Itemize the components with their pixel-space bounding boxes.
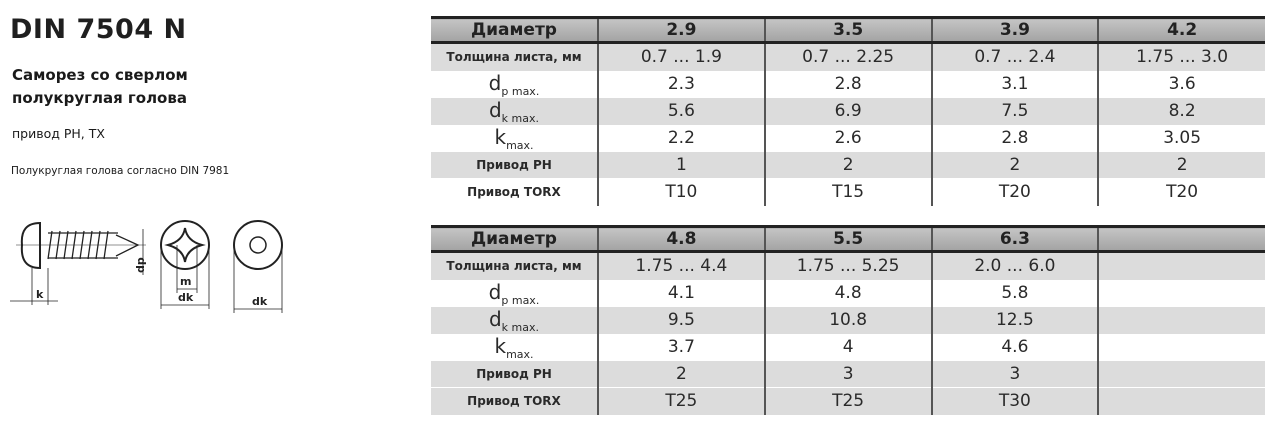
k-cell: 4 [763, 333, 932, 361]
row-label: Привод TORX [431, 178, 598, 206]
dp-cell: 3.1 [930, 70, 1099, 98]
row-label: dp max. [431, 70, 598, 98]
label-k: k [36, 288, 44, 301]
diameter-cell: 3.9 [930, 16, 1099, 44]
dk-cell: 12.5 [930, 306, 1099, 334]
diameter-cell: 3.5 [763, 16, 932, 44]
dp-cell: 3.6 [1097, 70, 1265, 98]
sheet-cell: 1.75 ... 5.25 [763, 251, 932, 280]
row-label: dk max. [431, 97, 598, 125]
k-cell: 2.8 [930, 124, 1099, 152]
ph-cell: 1 [597, 151, 765, 179]
screw-drawing: k dp m dk dk [10, 220, 283, 313]
torx-cell: T10 [597, 178, 765, 206]
diameter-cell: 4.8 [597, 225, 765, 253]
row-label: Привод PH [431, 360, 598, 388]
dk-cell [1097, 306, 1265, 334]
diameter-cell [1097, 225, 1265, 253]
dk-cell: 9.5 [597, 306, 765, 334]
dk-cell: 6.9 [763, 97, 932, 125]
label-dk: dk [178, 291, 194, 304]
k-cell: 2.6 [763, 124, 932, 152]
diameter-cell: 6.3 [930, 225, 1099, 253]
label-dk-torx: dk [252, 295, 268, 308]
dp-cell: 2.3 [597, 70, 765, 98]
page-title: DIN 7504 N [10, 14, 187, 45]
torx-cell: T15 [763, 178, 932, 206]
row-label: dp max. [431, 279, 598, 307]
sheet-cell: 0.7 ... 2.25 [763, 42, 932, 71]
k-cell: 4.6 [930, 333, 1099, 361]
row-label: Привод PH [431, 151, 598, 179]
spec-table-1: Диаметр 2.9 3.5 3.9 4.2 Толщина листа, мм 0.7… [431, 16, 1265, 206]
drive-types: привод PH, TX [12, 126, 105, 141]
row-label: Диаметр [431, 225, 598, 253]
diameter-cell: 5.5 [763, 225, 932, 253]
torx-cell: T25 [597, 387, 765, 415]
sheet-cell [1097, 251, 1265, 280]
row-label: kmax. [431, 124, 598, 152]
sheet-cell: 0.7 ... 1.9 [597, 42, 765, 71]
diameter-cell: 2.9 [597, 16, 765, 44]
ph-cell: 2 [930, 151, 1099, 179]
ph-cell [1097, 360, 1265, 388]
diameter-cell: 4.2 [1097, 16, 1265, 44]
ph-cell: 2 [763, 151, 932, 179]
ph-cell: 3 [930, 360, 1099, 388]
ph-cell: 2 [1097, 151, 1265, 179]
dp-cell: 4.8 [763, 279, 932, 307]
torx-cell [1097, 387, 1265, 415]
k-cell: 3.05 [1097, 124, 1265, 152]
row-label: Диаметр [431, 16, 598, 44]
sheet-cell: 1.75 ... 4.4 [597, 251, 765, 280]
row-label: Толщина листа, мм [431, 42, 598, 71]
dp-cell: 5.8 [930, 279, 1099, 307]
sheet-cell: 0.7 ... 2.4 [930, 42, 1099, 71]
dp-cell: 2.8 [763, 70, 932, 98]
dk-cell: 10.8 [763, 306, 932, 334]
dk-cell: 8.2 [1097, 97, 1265, 125]
row-label: Толщина листа, мм [431, 251, 598, 280]
torx-cell: T20 [930, 178, 1099, 206]
dp-cell [1097, 279, 1265, 307]
product-subtitle: Саморез со сверлом полукруглая голова [12, 66, 188, 107]
k-cell: 3.7 [597, 333, 765, 361]
row-label: Привод TORX [431, 387, 598, 415]
label-m: m [180, 275, 191, 288]
k-cell [1097, 333, 1265, 361]
sheet-cell: 2.0 ... 6.0 [930, 251, 1099, 280]
torx-cell: T20 [1097, 178, 1265, 206]
dp-cell: 4.1 [597, 279, 765, 307]
spec-table-2: Диаметр 4.8 5.5 6.3 Толщина листа, мм 1.75 .… [431, 225, 1265, 415]
row-label: kmax. [431, 333, 598, 361]
sheet-cell: 1.75 ... 3.0 [1097, 42, 1265, 71]
row-label: dk max. [431, 306, 598, 334]
k-cell: 2.2 [597, 124, 765, 152]
dk-cell: 7.5 [930, 97, 1099, 125]
ph-cell: 3 [763, 360, 932, 388]
head-note: Полукруглая голова согласно DIN 7981 [11, 165, 230, 177]
torx-cell: T30 [930, 387, 1099, 415]
dk-cell: 5.6 [597, 97, 765, 125]
ph-cell: 2 [597, 360, 765, 388]
torx-cell: T25 [763, 387, 932, 415]
label-dp: dp [134, 257, 147, 273]
